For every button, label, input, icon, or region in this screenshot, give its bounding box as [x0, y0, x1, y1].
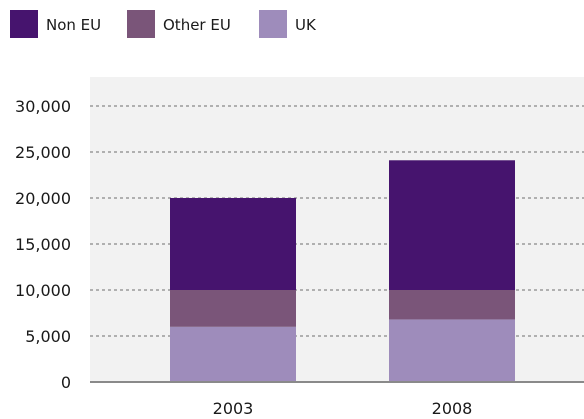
legend-label-other-eu: Other EU	[163, 16, 231, 34]
y-tick-label: 25,000	[15, 143, 71, 162]
legend: Non EU Other EU UK	[10, 10, 317, 38]
y-tick-label: 5,000	[25, 327, 71, 346]
y-tick-label: 0	[61, 373, 71, 392]
x-tick-label: 2003	[213, 399, 254, 418]
y-tick-label: 20,000	[15, 189, 71, 208]
legend-swatch-other-eu	[127, 10, 155, 38]
y-tick-label: 10,000	[15, 281, 71, 300]
y-tick-label: 15,000	[15, 235, 71, 254]
legend-swatch-non-eu	[10, 10, 38, 38]
bar-non-eu-2003	[170, 198, 296, 290]
legend-label-uk: UK	[295, 16, 317, 34]
bar-uk-2008	[389, 319, 515, 382]
bar-non-eu-2008	[389, 160, 515, 290]
bar-uk-2003	[170, 326, 296, 382]
gridlines	[90, 105, 584, 337]
bars	[170, 160, 515, 382]
y-axis-tick-labels: 0 5,000 10,000 15,000 20,000 25,000 30,000	[15, 97, 71, 392]
x-axis-tick-labels: 2003 2008	[213, 399, 473, 418]
legend-label-non-eu: Non EU	[46, 16, 101, 34]
legend-swatch-uk	[259, 10, 287, 38]
y-tick-label: 30,000	[15, 97, 71, 116]
bar-other-eu-2003	[170, 290, 296, 327]
bar-other-eu-2008	[389, 290, 515, 320]
x-tick-label: 2008	[432, 399, 473, 418]
